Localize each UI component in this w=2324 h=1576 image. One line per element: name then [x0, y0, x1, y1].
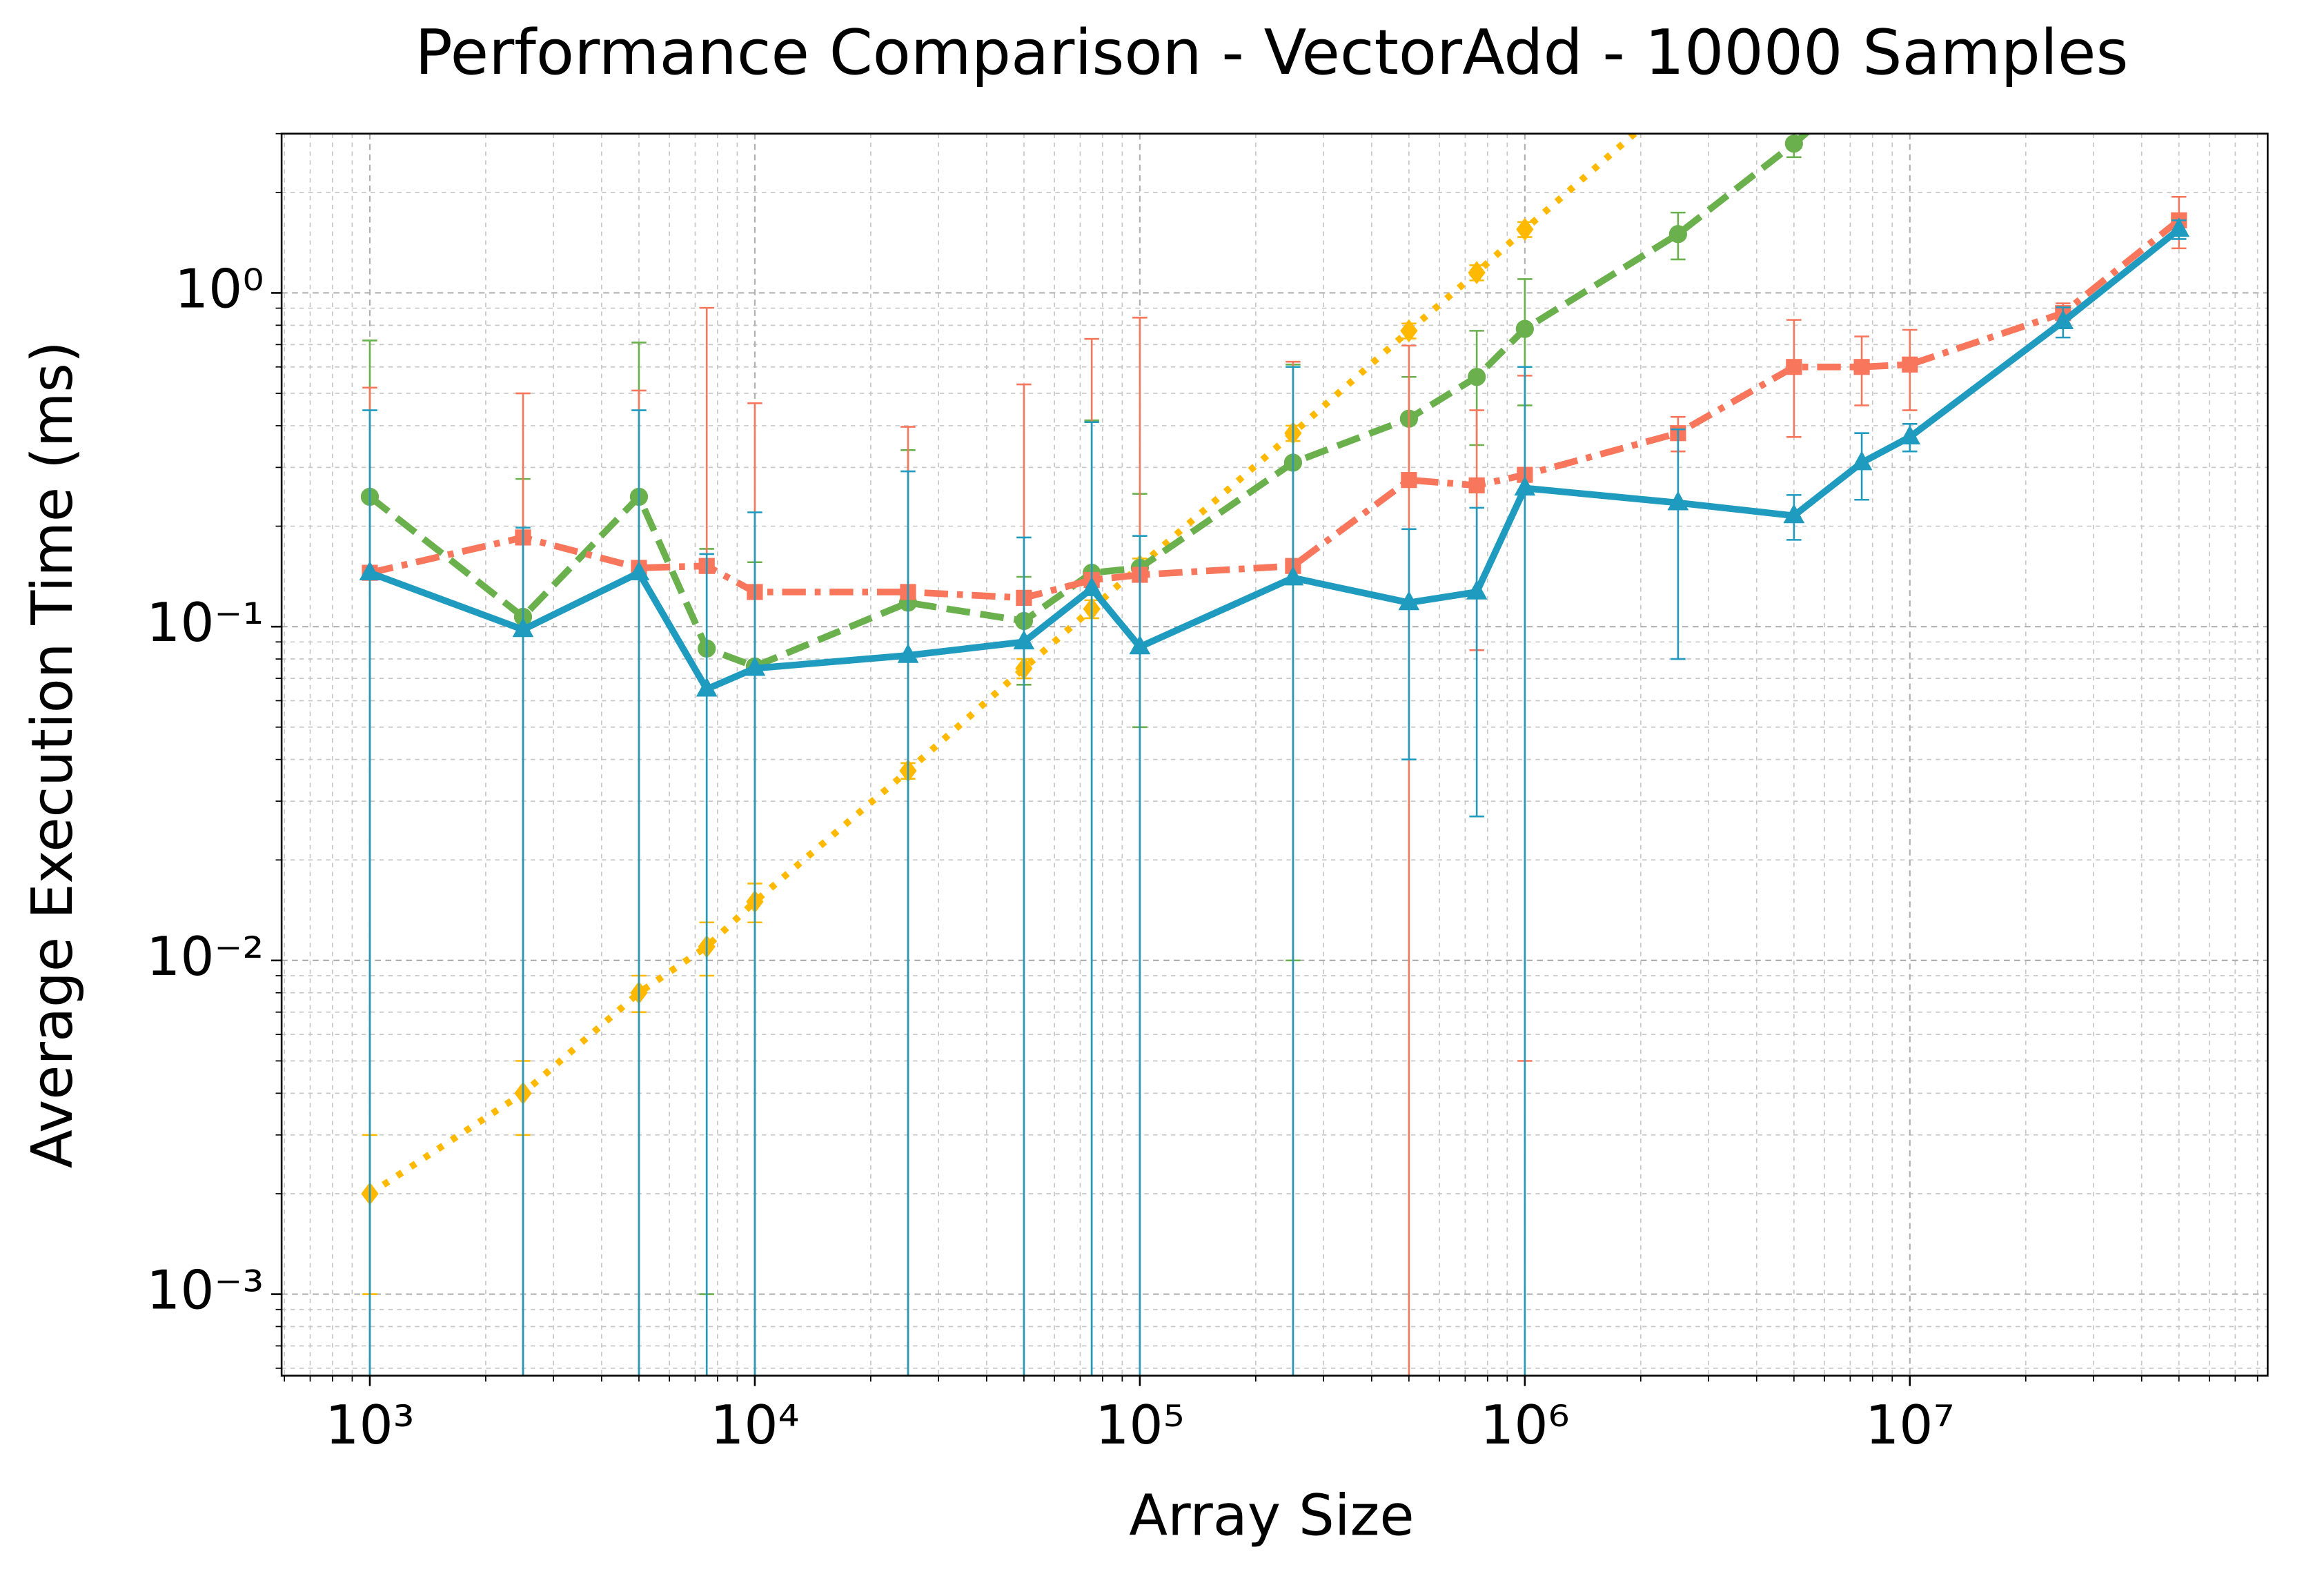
marker — [1516, 217, 1534, 242]
marker — [1398, 591, 1420, 611]
y-axis-label: Average Execution Time (ms) — [20, 341, 86, 1168]
x-tick-label: 10⁵ — [1095, 1395, 1184, 1457]
x-tick-label: 10³ — [325, 1395, 414, 1457]
marker — [2052, 309, 2074, 329]
marker — [1514, 476, 1536, 496]
series — [359, 217, 2190, 1376]
marker — [1851, 451, 1873, 471]
marker — [696, 677, 718, 697]
marker — [512, 618, 534, 638]
marker — [1853, 359, 1870, 375]
marker — [359, 560, 381, 580]
marker — [1282, 566, 1304, 586]
marker — [2168, 217, 2190, 237]
y-tick-label: 10⁻² — [146, 926, 264, 988]
marker — [1783, 504, 1805, 524]
marker — [1786, 359, 1802, 375]
marker — [1902, 356, 1918, 373]
y-tick-label: 10⁻¹ — [146, 592, 264, 654]
marker — [1468, 477, 1485, 494]
marker — [1468, 368, 1486, 386]
marker — [1081, 576, 1103, 596]
marker — [1515, 319, 1534, 338]
marker — [1784, 135, 1803, 153]
marker — [1466, 580, 1488, 600]
x-tick-label: 10⁶ — [1480, 1395, 1569, 1457]
marker — [628, 560, 650, 580]
plot-frame — [280, 132, 2269, 1377]
y-tick-label: 10⁰ — [175, 258, 264, 320]
marker — [1667, 491, 1689, 511]
marker — [744, 656, 766, 676]
marker — [897, 643, 919, 663]
x-tick-label: 10⁷ — [1865, 1395, 1954, 1457]
x-axis-label: Array Size — [1129, 1483, 1414, 1548]
marker — [1899, 425, 1921, 445]
marker — [1400, 319, 1418, 343]
plot-area — [359, 133, 2190, 1376]
marker — [1468, 261, 1486, 284]
marker — [1401, 472, 1417, 489]
marker — [1013, 630, 1035, 650]
x-tick-label: 10⁴ — [710, 1395, 799, 1457]
marker — [1668, 225, 1687, 244]
marker — [1129, 635, 1151, 655]
y-tick-label: 10⁻³ — [146, 1260, 264, 1322]
chart-title: Performance Comparison - VectorAdd - 100… — [415, 17, 2128, 89]
